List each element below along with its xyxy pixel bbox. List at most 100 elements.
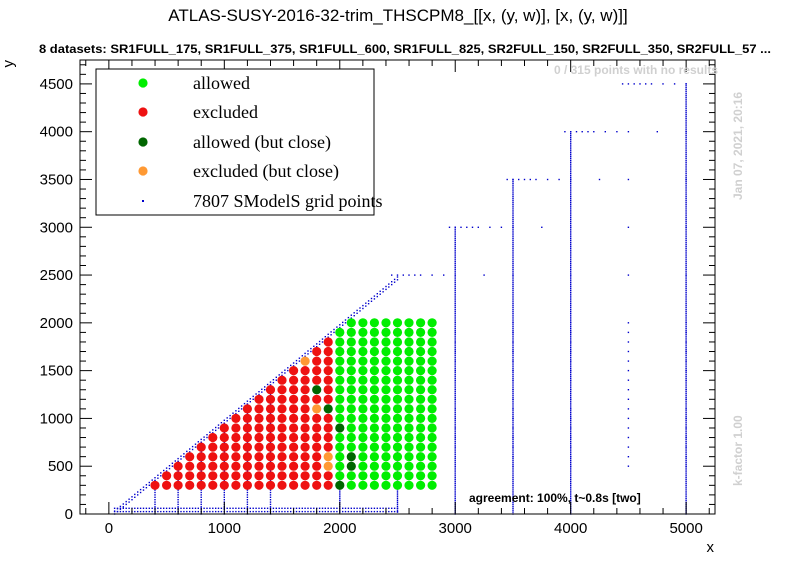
- result-point-allowed: [381, 471, 391, 481]
- grid-point: [598, 178, 601, 181]
- grid-point: [122, 503, 124, 505]
- grid-point: [685, 100, 687, 102]
- grid-point: [142, 489, 145, 491]
- grid-point: [512, 429, 514, 431]
- grid-point: [570, 360, 572, 362]
- grid-point: [570, 203, 572, 205]
- grid-point: [454, 343, 456, 345]
- result-point-excluded: [289, 394, 299, 404]
- grid-point: [365, 305, 367, 307]
- grid-point: [512, 251, 514, 253]
- grid-point: [512, 274, 514, 276]
- grid-point: [246, 503, 249, 506]
- grid-point: [685, 368, 687, 370]
- grid-point: [685, 220, 687, 223]
- grid-point: [570, 412, 572, 414]
- grid-point: [685, 391, 687, 393]
- grid-point: [454, 310, 456, 313]
- grid-point: [272, 510, 275, 513]
- grid-point: [229, 510, 231, 513]
- result-point-allowed: [427, 356, 437, 366]
- grid-point: [232, 507, 234, 509]
- grid-point: [180, 455, 182, 457]
- grid-point: [209, 507, 211, 509]
- grid-point: [454, 324, 456, 326]
- grid-point: [685, 282, 687, 284]
- result-point-allowed: [392, 327, 403, 337]
- grid-point: [564, 131, 566, 133]
- grid-point: [330, 510, 332, 513]
- result-point-excluded: [300, 413, 310, 423]
- grid-point: [454, 471, 456, 473]
- result-point-allowed: [427, 442, 437, 452]
- agreement-note: agreement: 100%, t~0.8s [two]: [469, 491, 641, 505]
- grid-point: [570, 425, 572, 427]
- grid-point: [512, 394, 514, 397]
- grid-point: [154, 477, 156, 479]
- grid-point: [379, 507, 381, 509]
- grid-point: [570, 205, 572, 207]
- grid-point: [264, 386, 266, 388]
- grid-point: [570, 471, 572, 473]
- grid-point: [287, 367, 289, 369]
- grid-point: [512, 190, 514, 192]
- grid-point: [685, 484, 687, 486]
- grid-point: [128, 507, 130, 509]
- grid-point: [359, 507, 361, 509]
- grid-point: [512, 471, 514, 473]
- grid-point: [512, 241, 514, 244]
- result-point-allowed: [358, 356, 368, 366]
- grid-point: [177, 457, 179, 460]
- grid-point: [197, 507, 199, 509]
- grid-point: [454, 415, 456, 418]
- grid-point: [454, 486, 456, 488]
- grid-point: [454, 339, 456, 341]
- grid-point: [512, 203, 514, 205]
- result-point-excluded: [300, 375, 310, 385]
- result-point-excluded: [277, 404, 287, 414]
- grid-point: [226, 510, 228, 513]
- grid-point: [685, 456, 687, 458]
- grid-point: [229, 507, 231, 509]
- result-point-allowed: [392, 404, 403, 414]
- result-point-allowed: [346, 375, 356, 385]
- grid-point: [128, 501, 130, 503]
- grid-point: [177, 501, 179, 503]
- grid-point: [396, 496, 399, 498]
- grid-point: [229, 414, 231, 417]
- grid-point: [154, 503, 156, 506]
- result-point-excluded: [289, 366, 299, 376]
- result-point-allowed: [427, 337, 437, 347]
- grid-point: [685, 348, 687, 351]
- grid-point: [685, 461, 687, 464]
- grid-point: [685, 106, 687, 108]
- grid-point: [535, 178, 537, 181]
- grid-point: [673, 83, 676, 85]
- grid-point: [685, 324, 687, 326]
- grid-point: [396, 492, 399, 494]
- grid-point: [570, 444, 572, 446]
- result-point-allowed: [427, 346, 437, 357]
- result-point-allowed: [416, 471, 426, 481]
- grid-point: [321, 510, 324, 513]
- result-point-allowed: [404, 432, 414, 443]
- grid-point: [367, 300, 370, 302]
- grid-point: [512, 498, 514, 500]
- grid-point: [570, 467, 572, 469]
- grid-point: [685, 375, 687, 378]
- grid-point: [512, 318, 514, 320]
- grid-point: [512, 465, 514, 467]
- grid-point: [454, 467, 456, 469]
- result-point-excluded: [323, 413, 333, 423]
- grid-point: [685, 239, 687, 242]
- grid-point: [217, 424, 220, 426]
- grid-point: [570, 398, 572, 400]
- grid-point: [339, 324, 341, 326]
- grid-point: [570, 224, 572, 227]
- grid-point: [512, 358, 514, 360]
- grid-point: [177, 489, 179, 491]
- grid-point: [174, 507, 176, 509]
- result-point-allowed: [427, 461, 437, 471]
- result-point-excluded: [323, 356, 333, 366]
- grid-point: [685, 316, 687, 318]
